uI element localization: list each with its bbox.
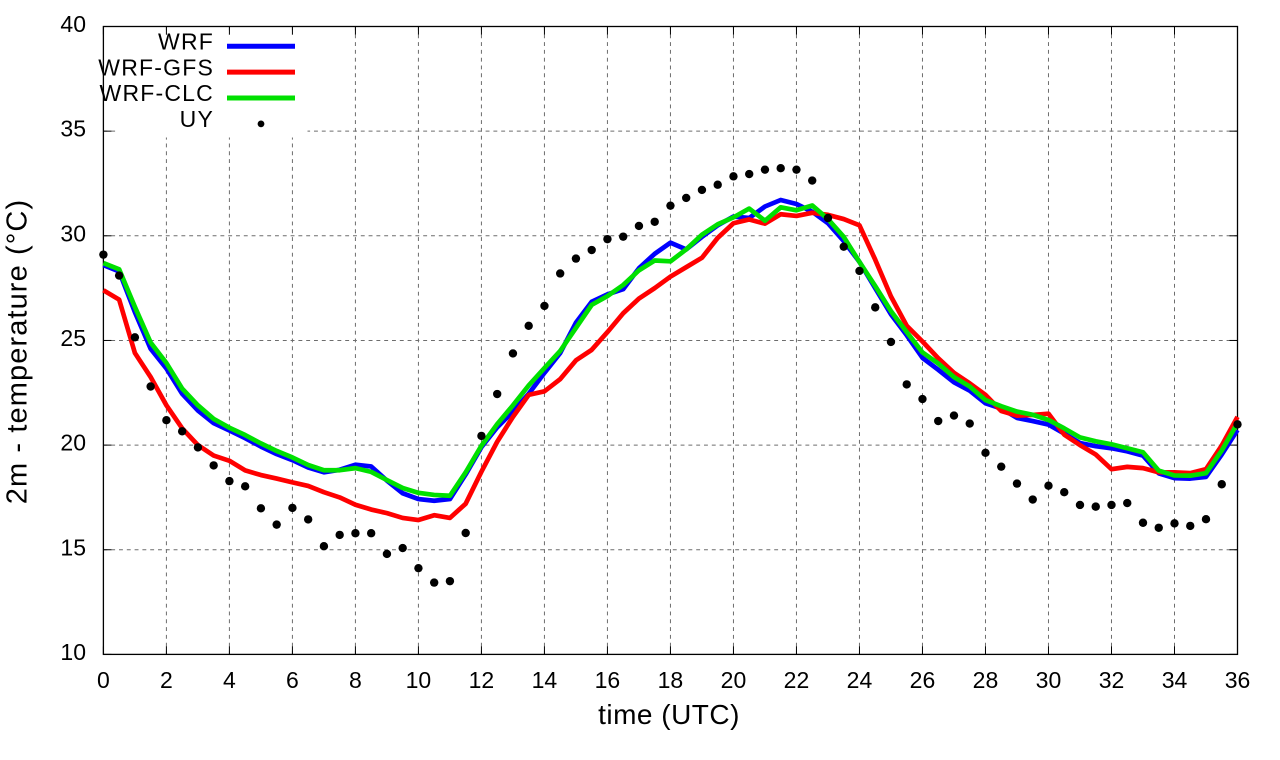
svg-text:0: 0 <box>97 667 110 693</box>
svg-text:25: 25 <box>60 325 86 351</box>
svg-text:10: 10 <box>406 667 432 693</box>
svg-text:2: 2 <box>160 667 173 693</box>
svg-text:34: 34 <box>1162 667 1188 693</box>
svg-text:26: 26 <box>910 667 936 693</box>
svg-text:30: 30 <box>1036 667 1062 693</box>
svg-text:WRF-GFS: WRF-GFS <box>98 54 214 80</box>
svg-text:18: 18 <box>658 667 684 693</box>
svg-text:10: 10 <box>60 639 86 665</box>
svg-text:2m - temperature (°C): 2m - temperature (°C) <box>2 199 34 504</box>
svg-text:35: 35 <box>60 116 86 142</box>
svg-text:30: 30 <box>60 220 86 246</box>
svg-text:28: 28 <box>973 667 999 693</box>
svg-text:20: 20 <box>721 667 747 693</box>
svg-text:22: 22 <box>784 667 810 693</box>
svg-text:20: 20 <box>60 430 86 456</box>
svg-text:6: 6 <box>286 667 299 693</box>
svg-text:36: 36 <box>1225 667 1251 693</box>
svg-text:4: 4 <box>223 667 236 693</box>
svg-text:24: 24 <box>847 667 873 693</box>
svg-text:32: 32 <box>1099 667 1125 693</box>
svg-text:WRF: WRF <box>158 28 214 54</box>
svg-text:UY: UY <box>180 106 214 132</box>
svg-text:8: 8 <box>349 667 362 693</box>
svg-text:14: 14 <box>532 667 558 693</box>
svg-text:12: 12 <box>469 667 495 693</box>
svg-text:time (UTC): time (UTC) <box>598 699 740 730</box>
svg-text:40: 40 <box>60 11 86 37</box>
svg-text:16: 16 <box>595 667 621 693</box>
svg-text:15: 15 <box>60 534 86 560</box>
svg-text:WRF-CLC: WRF-CLC <box>100 80 214 106</box>
